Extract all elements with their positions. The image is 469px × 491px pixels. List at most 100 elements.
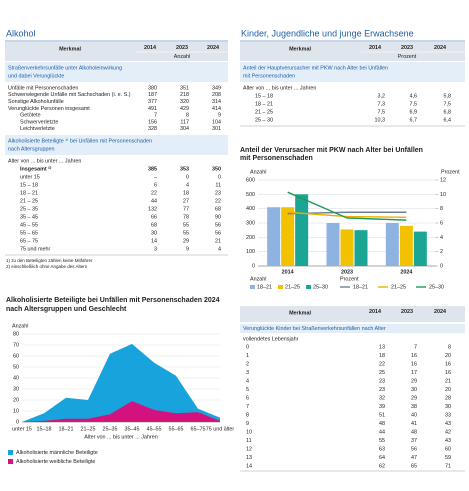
row-label: 75 und mehr: [20, 246, 50, 252]
cell: 23: [379, 378, 385, 384]
subheader: vollendetes Lebensjahr: [243, 336, 299, 342]
cell: 63: [379, 446, 385, 452]
chart-title: Alkoholisierte Beteiligte bei Unfällen m…: [6, 297, 220, 304]
y-tick-label: 600: [246, 177, 255, 183]
y-tick-label: 30: [13, 386, 19, 392]
y-tick-label: 0: [16, 419, 19, 425]
header-unit: Anzahl: [174, 54, 190, 60]
row-label: 2: [246, 361, 249, 367]
row-label: 21 – 25: [255, 109, 273, 115]
x-tick-label: 35–45: [125, 426, 140, 432]
cell: 414: [212, 106, 221, 112]
section-heading: Kinder, Jugendliche und junge Erwachsene: [241, 28, 414, 38]
section-heading: Alkohol: [6, 28, 36, 38]
row-label: 12: [246, 446, 252, 452]
legend-label: 18–21: [353, 284, 368, 290]
section-band: [5, 135, 228, 155]
cell: 29: [183, 238, 189, 244]
cell: 23: [379, 387, 385, 393]
cell: 29: [411, 378, 417, 384]
cell: 55: [379, 438, 385, 444]
row-label: 18 – 21: [255, 101, 273, 107]
row-label: 1: [246, 353, 249, 359]
y-tick-label: 400: [246, 206, 255, 212]
row-label: 25 – 30: [255, 117, 273, 123]
cell: 30: [411, 387, 417, 393]
chart-title: Anteil der Verursacher mit PKW nach Alte…: [240, 147, 423, 154]
cell: 43: [445, 421, 451, 427]
cell: 44: [151, 198, 157, 204]
cell: 5,8: [444, 93, 452, 99]
x-tick-label: 2024: [400, 269, 412, 275]
cell: 8: [186, 113, 189, 119]
x-tick-label: 45–55: [147, 426, 162, 432]
row-label: 15 – 18: [20, 182, 38, 188]
cell: 44: [379, 429, 385, 435]
row-label: 3: [246, 370, 249, 376]
row-label: 7: [246, 404, 249, 410]
header-year: 2014: [369, 45, 381, 51]
cell: 18: [183, 190, 189, 196]
legend-label: 25–30: [429, 284, 444, 290]
cell: 320: [180, 99, 189, 105]
cell: 48: [411, 429, 417, 435]
header-year: 2023: [176, 45, 188, 51]
line: [287, 211, 407, 218]
cell: 37: [411, 438, 417, 444]
cell: 187: [148, 92, 157, 98]
section-title: mit Personenschaden: [243, 73, 295, 79]
cell: 7,5: [378, 109, 386, 115]
y-axis-label: Anzahl: [12, 323, 28, 329]
cell: 51: [379, 412, 385, 418]
row-label: 5: [246, 387, 249, 393]
legend-label: 21–25: [391, 284, 406, 290]
y-tick-label: 0: [252, 263, 255, 269]
cell: 4: [218, 246, 221, 252]
header-unit: Prozent: [398, 54, 417, 60]
footnote: 2) einschließlich ohne Angabe des Alters: [6, 264, 88, 269]
cell: 11: [215, 182, 221, 188]
cell: 42: [445, 429, 451, 435]
y-tick-label: 60: [13, 353, 19, 359]
y-tick-label: 20: [13, 397, 19, 403]
x-tick-label: 55–65: [169, 426, 184, 432]
cell: 77: [183, 206, 189, 212]
cell: 351: [180, 85, 189, 91]
cell: 4,6: [410, 93, 418, 99]
cell: 21: [215, 238, 221, 244]
subheader: Alter von ... bis unter ... Jahren: [8, 158, 81, 164]
row-label: 45 – 55: [20, 222, 38, 228]
row-label: 21 – 25: [20, 198, 38, 204]
y-tick-label: 300: [246, 220, 255, 226]
cell: 59: [445, 455, 451, 461]
row-label: 6: [246, 395, 249, 401]
cell: 380: [148, 85, 157, 91]
cell: 301: [212, 126, 221, 132]
bar: [354, 230, 368, 266]
section-band: [5, 62, 228, 82]
row-label: Verunglückte Personen insgesamt: [8, 106, 90, 112]
legend-swatch: [8, 459, 13, 464]
legend-label: 25–30: [313, 284, 328, 290]
cell: 377: [148, 99, 157, 105]
cell: 30: [151, 230, 157, 236]
y-tick-label: 10: [13, 408, 19, 414]
cell: 314: [212, 99, 221, 105]
cell: 218: [180, 92, 189, 98]
bar: [399, 225, 413, 266]
legend-swatch: [250, 285, 255, 289]
cell: 60: [445, 446, 451, 452]
cell: 25: [379, 370, 385, 376]
row-label: 9: [246, 421, 249, 427]
cell: 13: [379, 344, 385, 350]
cell: 47: [411, 455, 417, 461]
header-label: Merkmal: [289, 46, 311, 52]
cell: 64: [379, 455, 385, 461]
cell: 18: [379, 353, 385, 359]
y2-axis-label: Prozent: [441, 169, 460, 175]
section-title: Anteil der Hauptverursacher mit PKW nach…: [243, 65, 388, 71]
cell: 353: [180, 166, 189, 172]
header-year: 2023: [401, 309, 413, 315]
row-label: 0: [246, 344, 249, 350]
cell: 385: [148, 166, 157, 172]
